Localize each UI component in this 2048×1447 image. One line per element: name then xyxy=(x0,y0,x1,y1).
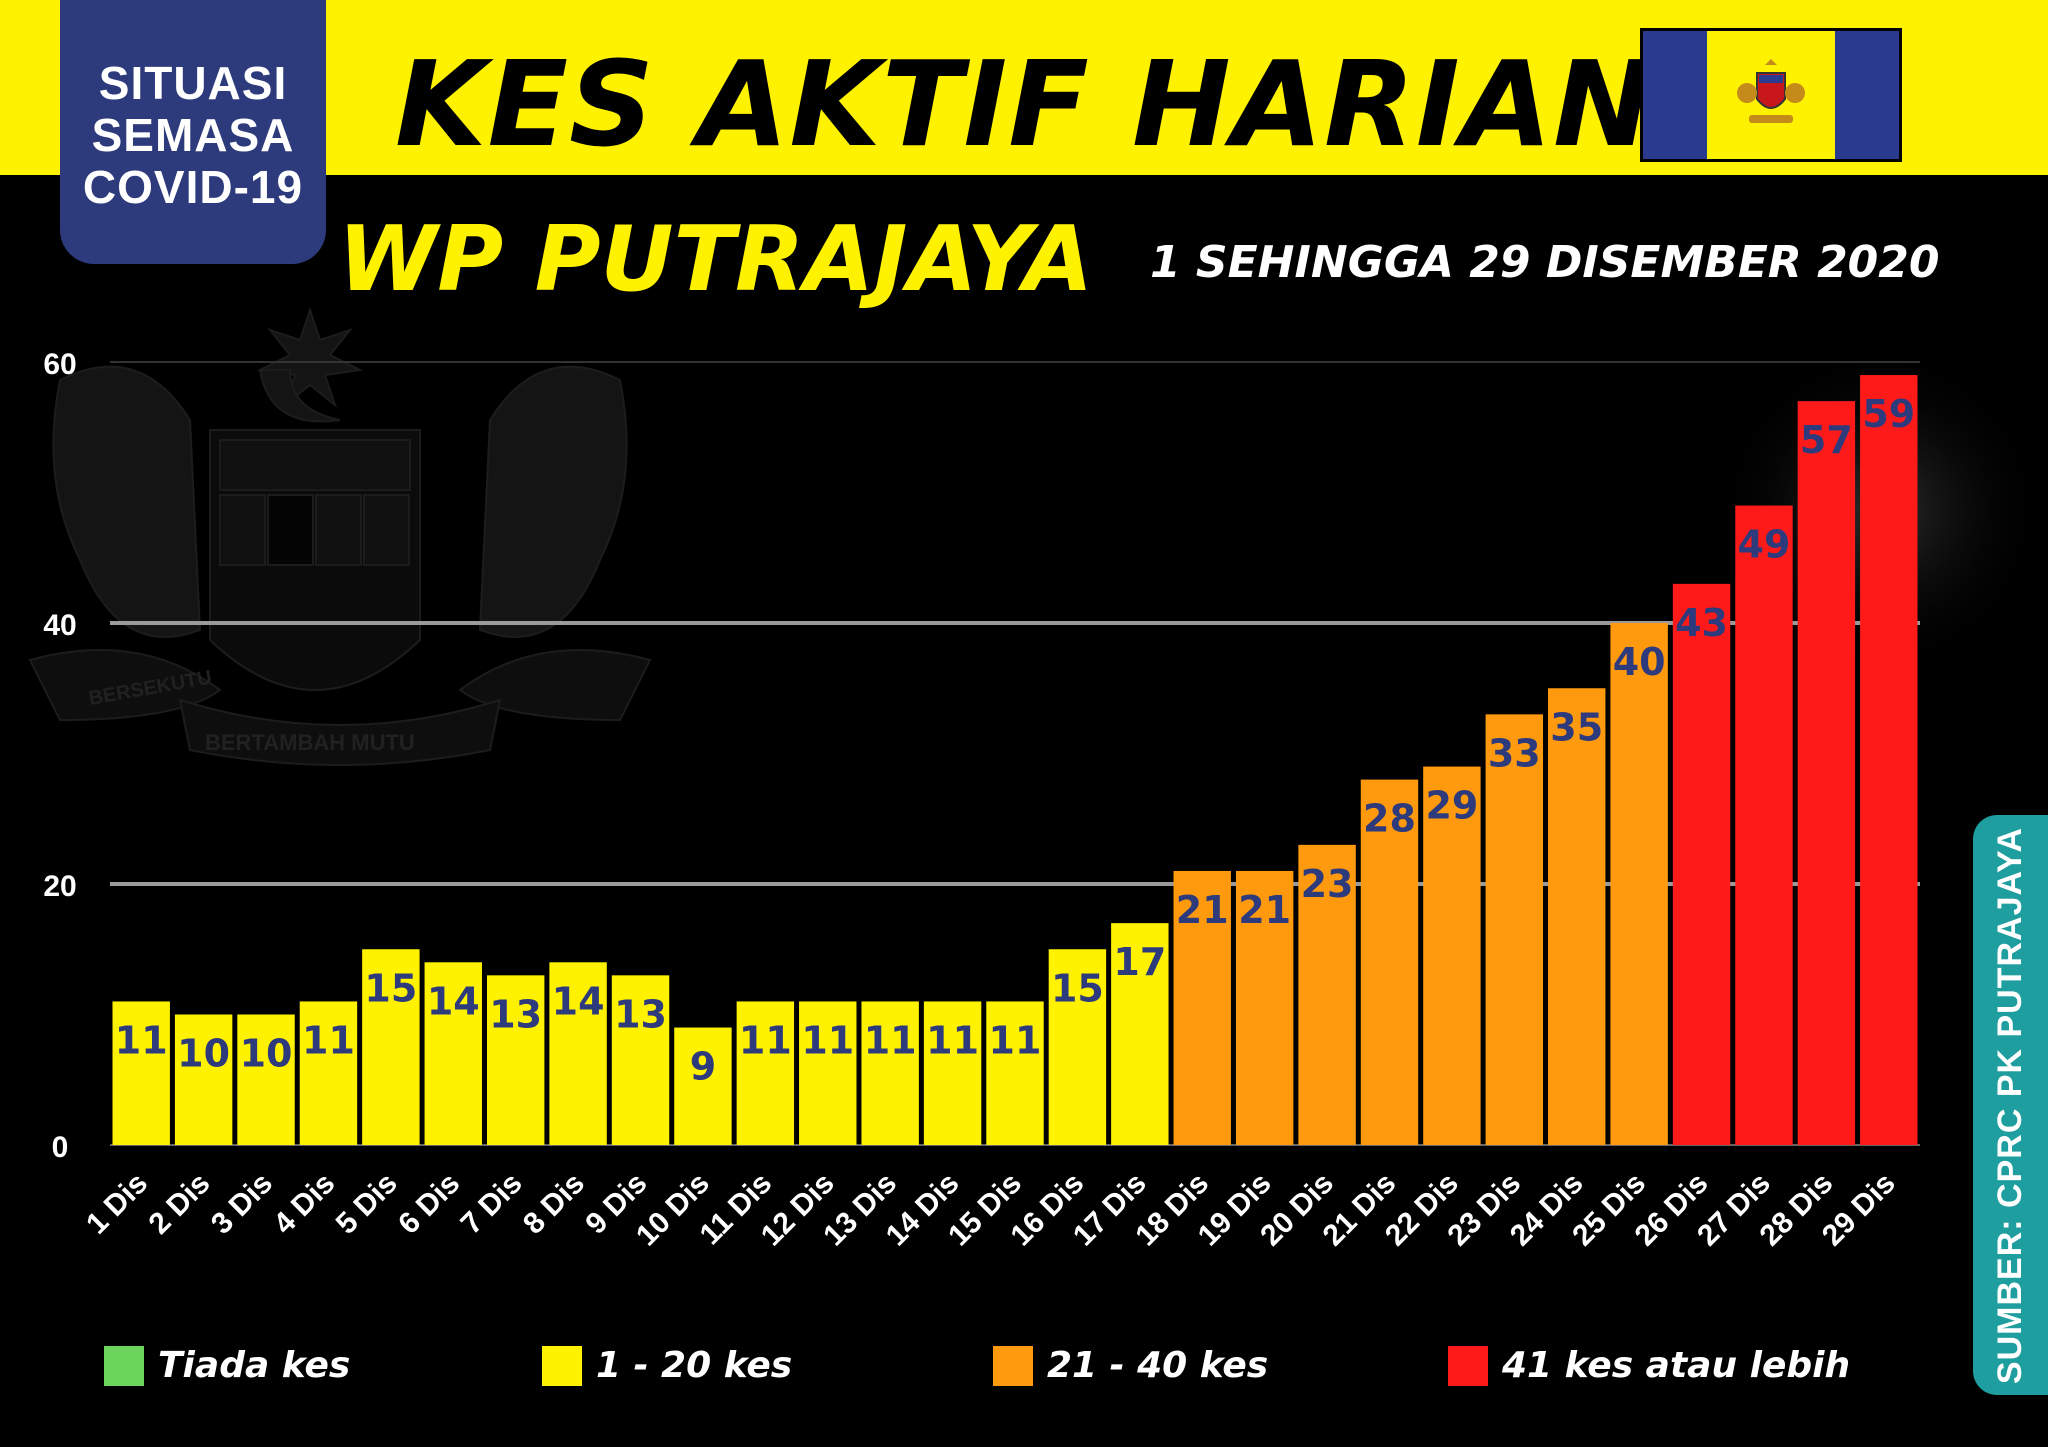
data-label: 17 xyxy=(1113,940,1166,984)
bar xyxy=(736,1001,795,1145)
badge-line-3: COVID-19 xyxy=(82,161,304,213)
y-tick-label: 40 xyxy=(43,609,76,642)
bar xyxy=(1423,766,1481,1145)
y-tick-label: 0 xyxy=(52,1131,69,1164)
covid-status-badge: SITUASI SEMASA COVID-19 xyxy=(60,0,326,264)
bar xyxy=(1610,623,1668,1145)
coat-of-arms-icon xyxy=(1737,59,1805,123)
bar xyxy=(112,1001,170,1145)
bar xyxy=(362,949,420,1145)
data-label: 21 xyxy=(1238,888,1291,932)
y-tick-label: 60 xyxy=(43,348,76,381)
bar xyxy=(486,975,545,1145)
data-label: 10 xyxy=(240,1032,293,1076)
data-label: 40 xyxy=(1613,640,1666,684)
data-label: 9 xyxy=(690,1045,716,1089)
bar xyxy=(1485,714,1544,1145)
legend-label: 1 - 20 kes xyxy=(596,1345,793,1386)
data-label: 15 xyxy=(364,966,417,1010)
bar xyxy=(1735,505,1793,1145)
data-label: 11 xyxy=(302,1018,355,1062)
data-label: 14 xyxy=(427,979,480,1023)
bar xyxy=(674,1027,732,1145)
x-tick-label: 2 Dis xyxy=(143,1167,217,1241)
data-label: 11 xyxy=(801,1018,854,1062)
date-range: 1 SEHINGGA 29 DISEMBER 2020 xyxy=(1150,237,1940,288)
bar xyxy=(299,1001,358,1145)
data-label: 59 xyxy=(1862,392,1915,436)
bar xyxy=(1672,583,1731,1145)
bar xyxy=(986,1001,1044,1145)
x-tick-label: 3 Dis xyxy=(205,1167,279,1241)
data-label: 33 xyxy=(1488,731,1541,775)
bar xyxy=(799,1001,857,1145)
data-label: 14 xyxy=(552,979,605,1023)
source-text: SUMBER: CPRC PK PUTRAJAYA xyxy=(1991,826,2030,1384)
bar xyxy=(1111,923,1169,1145)
legend-swatch xyxy=(104,1345,144,1386)
data-label: 29 xyxy=(1425,784,1478,828)
bar xyxy=(1360,779,1419,1145)
bar xyxy=(611,975,670,1145)
legend-item-high: 41 kes atau lebih xyxy=(1448,1345,1850,1386)
badge-line-1: SITUASI xyxy=(98,57,288,109)
x-tick-label: 5 Dis xyxy=(330,1167,404,1241)
x-tick-label: 4 Dis xyxy=(267,1167,341,1241)
x-tick-label: 7 Dis xyxy=(455,1167,529,1241)
bar xyxy=(1860,375,1918,1145)
bar xyxy=(1048,949,1107,1145)
legend-swatch xyxy=(542,1345,582,1386)
data-label: 11 xyxy=(989,1018,1042,1062)
coat-of-arms-watermark-icon: BERSEKUTU BERTAMBAH MUTU xyxy=(28,306,652,766)
putrajaya-flag xyxy=(1640,28,1902,162)
bar xyxy=(923,1001,982,1145)
region-title: WP PUTRAJAYA xyxy=(338,207,1093,312)
bar xyxy=(549,962,607,1145)
bar xyxy=(1797,401,1856,1145)
source-tab: SUMBER: CPRC PK PUTRAJAYA xyxy=(1973,815,2048,1395)
data-label: 13 xyxy=(489,992,542,1036)
bar xyxy=(1173,870,1231,1145)
data-label: 43 xyxy=(1675,601,1728,645)
data-label: 23 xyxy=(1301,862,1354,906)
legend-swatch xyxy=(993,1345,1033,1386)
data-label: 49 xyxy=(1738,523,1791,567)
motto-bottom-text: BERTAMBAH MUTU xyxy=(205,730,415,755)
bar xyxy=(237,1014,295,1145)
bar xyxy=(1548,688,1606,1145)
legend-label: 41 kes atau lebih xyxy=(1502,1345,1851,1386)
legend-item-low: 1 - 20 kes xyxy=(542,1345,792,1386)
data-label: 11 xyxy=(926,1018,979,1062)
y-tick-label: 20 xyxy=(43,870,76,903)
x-tick-label: 1 Dis xyxy=(80,1167,154,1241)
data-label: 57 xyxy=(1800,418,1853,462)
bar xyxy=(424,962,482,1145)
legend-label: 21 - 40 kes xyxy=(1047,1345,1269,1386)
data-label: 13 xyxy=(614,992,667,1036)
bar xyxy=(1235,870,1294,1145)
bar xyxy=(1298,844,1356,1145)
data-label: 11 xyxy=(739,1018,792,1062)
chart-legend: Tiada kes 1 - 20 kes 21 - 40 kes 41 kes … xyxy=(0,1345,1960,1395)
bar xyxy=(861,1001,919,1145)
legend-item-none: Tiada kes xyxy=(104,1345,350,1386)
badge-line-2: SEMASA xyxy=(91,109,295,161)
x-tick-label: 8 Dis xyxy=(517,1167,591,1241)
bar xyxy=(174,1014,233,1145)
legend-label: Tiada kes xyxy=(158,1345,351,1386)
data-label: 21 xyxy=(1176,888,1229,932)
data-label: 10 xyxy=(177,1032,230,1076)
x-tick-label: 6 Dis xyxy=(392,1167,466,1241)
data-label: 11 xyxy=(115,1018,168,1062)
data-label: 11 xyxy=(864,1018,917,1062)
data-label: 15 xyxy=(1051,966,1104,1010)
legend-swatch xyxy=(1448,1345,1488,1386)
legend-item-mid: 21 - 40 kes xyxy=(993,1345,1268,1386)
page-title: KES AKTIF HARIAN xyxy=(395,35,1653,173)
data-label: 28 xyxy=(1363,797,1416,841)
data-label: 35 xyxy=(1550,705,1603,749)
